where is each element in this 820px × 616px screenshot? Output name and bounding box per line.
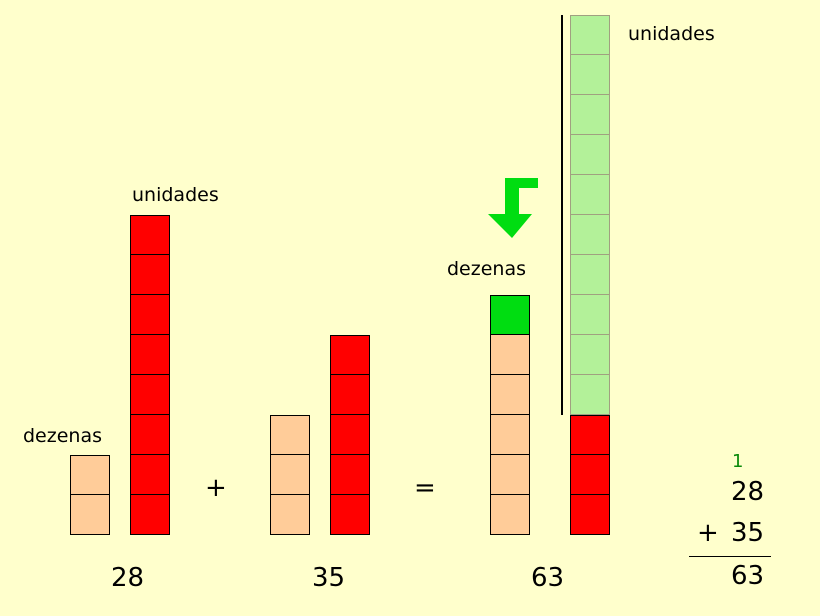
number-result: 63: [531, 563, 565, 593]
tens-column-first: [70, 455, 110, 535]
tens-column-second: [270, 415, 310, 535]
unit-block: [330, 495, 370, 535]
units-label-first: unidades: [132, 184, 219, 206]
plus-sign: +: [205, 473, 227, 503]
regrouped-unit-block: [570, 95, 610, 135]
tens-column-result: [490, 295, 530, 535]
sum-result: 63: [731, 561, 765, 591]
addend-top: 28: [731, 477, 765, 507]
regrouped-unit-block: [570, 375, 610, 415]
tens-label-result: dezenas: [447, 258, 526, 280]
carried-ten-block: [490, 295, 530, 335]
ten-block: [490, 415, 530, 455]
units-label-result: unidades: [628, 23, 715, 45]
ten-block: [490, 335, 530, 375]
tens-label-first: dezenas: [23, 425, 102, 447]
unit-block: [330, 415, 370, 455]
unit-block: [130, 335, 170, 375]
unit-block: [130, 255, 170, 295]
regrouped-unit-block: [570, 55, 610, 95]
ten-block: [70, 495, 110, 535]
ten-block: [270, 495, 310, 535]
ten-block: [490, 495, 530, 535]
regrouped-unit-block: [570, 215, 610, 255]
regrouped-unit-block: [570, 255, 610, 295]
regrouped-units-column: [570, 15, 610, 415]
sum-line: [689, 556, 771, 557]
regrouped-unit-block: [570, 335, 610, 375]
unit-block: [330, 335, 370, 375]
unit-block: [130, 375, 170, 415]
unit-block: [570, 495, 610, 535]
unit-block: [130, 455, 170, 495]
unit-block: [130, 495, 170, 535]
number-first: 28: [111, 563, 145, 593]
bent-arrow-down-icon: [488, 178, 538, 238]
ten-block: [270, 455, 310, 495]
addend-bottom: 35: [731, 518, 765, 548]
ten-block: [490, 455, 530, 495]
ten-block: [70, 455, 110, 495]
regrouped-unit-block: [570, 135, 610, 175]
units-column-second: [330, 335, 370, 535]
regroup-divider-line: [561, 15, 563, 415]
units-column-first: [130, 215, 170, 535]
equals-sign: =: [414, 473, 436, 503]
unit-block: [330, 375, 370, 415]
regrouped-unit-block: [570, 175, 610, 215]
unit-block: [130, 215, 170, 255]
units-column-result: [570, 415, 610, 535]
regrouped-unit-block: [570, 15, 610, 55]
ten-block: [490, 375, 530, 415]
unit-block: [570, 455, 610, 495]
number-second: 35: [312, 563, 346, 593]
unit-block: [130, 295, 170, 335]
regrouped-unit-block: [570, 295, 610, 335]
unit-block: [570, 415, 610, 455]
ten-block: [270, 415, 310, 455]
unit-block: [130, 415, 170, 455]
unit-block: [330, 455, 370, 495]
addition-sign: +: [697, 518, 719, 548]
carry-digit: 1: [732, 451, 744, 472]
